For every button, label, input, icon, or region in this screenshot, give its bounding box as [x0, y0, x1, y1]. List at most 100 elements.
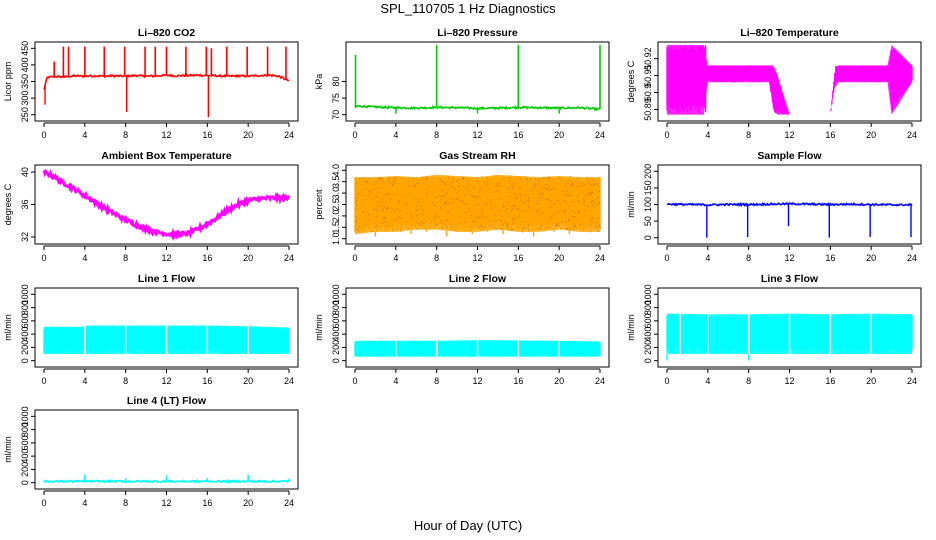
y-tick-label: 50.89 [643, 98, 653, 121]
y-tick-label: 50.91 [643, 64, 653, 87]
y-tick-label: 800 [20, 300, 30, 315]
x-tick-label: 16 [825, 376, 835, 386]
x-tick-label: 12 [161, 498, 171, 508]
x-tick-label: 4 [82, 376, 87, 386]
y-tick-label: 600 [331, 313, 341, 328]
x-tick-label: 4 [393, 376, 398, 386]
plot-frame [34, 287, 299, 368]
x-tick-label: 24 [907, 130, 917, 140]
y-tick-label: 1.5 [331, 221, 341, 234]
series-band-fill [667, 45, 912, 115]
figure-title: SPL_110705 1 Hz Diagnostics [380, 1, 556, 16]
x-tick-label: 24 [284, 376, 294, 386]
x-tick-label: 16 [825, 253, 835, 263]
chart-data-series [43, 474, 290, 484]
x-tick-label: 4 [82, 498, 87, 508]
chart-title: Line 2 Flow [449, 273, 507, 285]
series-gap [517, 291, 520, 364]
y-tick-label: 50.92 [643, 47, 653, 70]
y-tick-label: 400 [643, 327, 653, 342]
y-tick-label: 600 [20, 313, 30, 328]
y-axis: 70 75 80 [331, 76, 346, 120]
x-tick-label: 0 [352, 253, 357, 263]
x-axis: 0 4 8 12 16 20 24 [352, 368, 605, 386]
y-tick-label: 800 [20, 422, 30, 437]
plot-frame [345, 287, 610, 368]
x-tick-label: 8 [123, 376, 128, 386]
y-tick-label: 600 [20, 435, 30, 450]
y-tick-label: 100 [643, 197, 653, 212]
y-tick-label: 400 [20, 327, 30, 342]
x-tick-label: 12 [784, 253, 794, 263]
plot-frame [34, 164, 299, 245]
y-tick-label: 80 [331, 76, 341, 86]
y-tick-label: 200 [20, 462, 30, 477]
x-axis: 0 4 8 12 16 20 24 [41, 245, 294, 263]
y-tick-label: 0 [20, 358, 30, 363]
y-axis-label: degrees C [626, 60, 636, 102]
y-tick-label: 50 [643, 216, 653, 226]
x-tick-label: 4 [393, 130, 398, 140]
chart-title: Li–820 CO2 [138, 27, 195, 39]
x-tick-label: 12 [784, 130, 794, 140]
y-axis: 32 36 40 [20, 167, 35, 242]
series-gap [476, 291, 479, 364]
x-tick-label: 8 [434, 253, 439, 263]
y-tick-label: 32 [20, 232, 30, 242]
x-tick-label: 8 [123, 130, 128, 140]
series-gap [435, 291, 438, 364]
y-tick-label: 36 [20, 199, 30, 209]
x-tick-label: 12 [472, 376, 482, 386]
y-tick-label: 450 [20, 41, 30, 56]
y-tick-label: 0 [20, 480, 30, 485]
y-tick-label: 3.0 [331, 187, 341, 200]
y-tick-label: 1000 [20, 284, 30, 304]
x-tick-label: 20 [554, 376, 564, 386]
x-tick-label: 20 [554, 130, 564, 140]
plot-frame [657, 41, 922, 122]
y-axis-label: degrees C [3, 183, 13, 225]
chart-title: Line 3 Flow [761, 273, 819, 285]
x-tick-label: 16 [202, 376, 212, 386]
x-tick-label: 12 [472, 130, 482, 140]
y-tick-label: 2.5 [331, 198, 341, 211]
chart-data-series [666, 291, 913, 364]
x-tick-label: 0 [41, 498, 46, 508]
series-gap [707, 291, 709, 364]
y-tick-label: 400 [20, 57, 30, 72]
x-tick-label: 12 [161, 376, 171, 386]
x-tick-label: 20 [243, 130, 253, 140]
x-tick-label: 12 [784, 376, 794, 386]
chart-data-series [666, 45, 913, 115]
x-axis: 0 4 8 12 16 20 24 [664, 122, 917, 140]
y-tick-label: 600 [643, 313, 653, 328]
y-tick-label: 4.0 [331, 164, 341, 177]
x-tick-label: 16 [202, 498, 212, 508]
y-tick-label: 200 [643, 164, 653, 179]
chart-data-series [43, 291, 290, 364]
chart-title: Line 4 (LT) Flow [127, 395, 207, 407]
series-gap [788, 291, 791, 364]
x-axis: 0 4 8 12 16 20 24 [352, 122, 605, 140]
x-tick-label: 8 [746, 376, 751, 386]
chart-data-series [354, 45, 601, 114]
x-tick-label: 4 [82, 130, 87, 140]
y-tick-label: 300 [20, 91, 30, 106]
series-line [42, 168, 291, 242]
chart-title: Li–820 Pressure [437, 27, 518, 39]
y-axis: 1.01.52.02.53.03.54.0 [331, 164, 346, 245]
x-tick-label: 0 [664, 130, 669, 140]
x-tick-label: 20 [243, 498, 253, 508]
series-gap [206, 291, 209, 364]
series-speckle [355, 176, 601, 233]
x-tick-label: 16 [202, 130, 212, 140]
series-gap [395, 291, 397, 364]
x-tick-label: 0 [352, 130, 357, 140]
x-tick-label: 4 [705, 253, 710, 263]
